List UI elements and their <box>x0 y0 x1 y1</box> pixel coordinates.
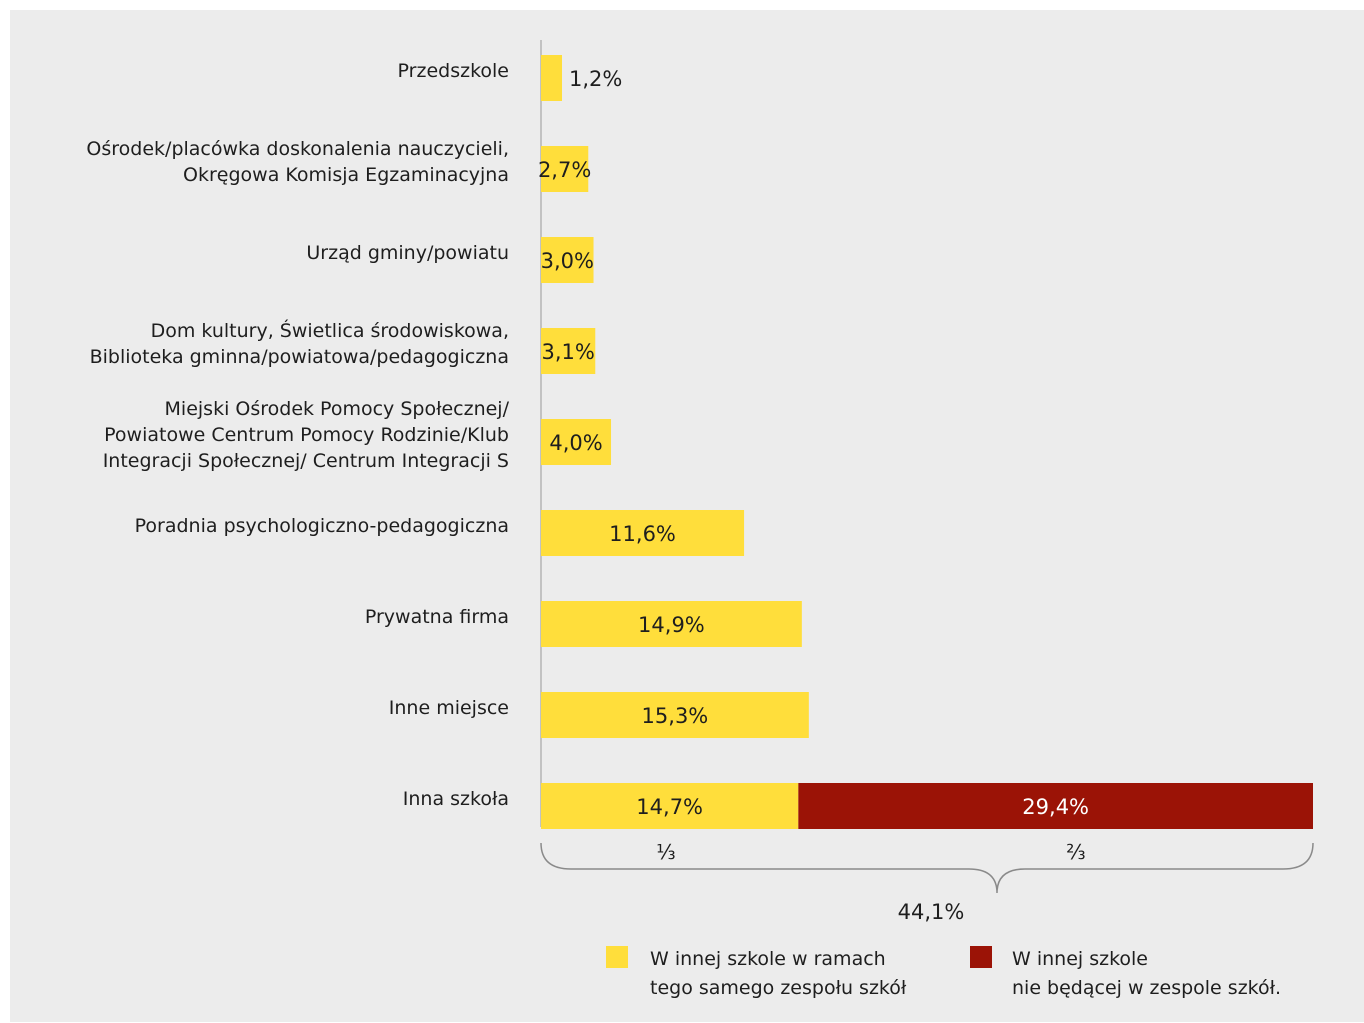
legend-label: tego samego zespołu szkół <box>650 977 907 999</box>
category-label: Inna szkoła <box>403 788 509 810</box>
bar-segment <box>541 419 612 465</box>
bar-segment <box>798 783 1313 829</box>
category-label: Okręgowa Komisja Egzaminacyjna <box>183 164 509 186</box>
stacked-bar-chart: Przedszkole 1,2% Ośrodek/placówka doskonal… <box>86 40 1314 999</box>
chart-panel: Przedszkole 1,2% Ośrodek/placówka doskonal… <box>10 10 1364 1022</box>
bar-segment <box>541 601 802 647</box>
fraction-right-label: ⅔ <box>1066 840 1085 864</box>
data-label: 4,0% <box>549 431 602 455</box>
fraction-left-label: ⅓ <box>656 840 675 864</box>
legend-label: W innej szkole <box>1012 948 1148 970</box>
bar-segment <box>541 510 745 556</box>
data-label: 1,2% <box>569 67 622 91</box>
category-label: Przedszkole <box>398 60 509 82</box>
data-label: 3,1% <box>541 340 594 364</box>
data-label: 14,7% <box>636 795 703 819</box>
data-label: 29,4% <box>1022 795 1089 819</box>
category-label: Miejski Ośrodek Pomocy Społecznej/ <box>165 398 510 420</box>
data-label: 15,3% <box>642 704 709 728</box>
bar-segment <box>541 237 594 283</box>
data-label: 3,0% <box>541 249 594 273</box>
legend-label: nie będącej w zespole szkół. <box>1012 977 1281 999</box>
legend-label: W innej szkole w ramach <box>650 948 886 970</box>
data-label: 2,7% <box>538 158 591 182</box>
category-label: Biblioteka gminna/powiatowa/pedagogiczna <box>90 346 509 368</box>
category-label: Inne miejsce <box>389 697 509 719</box>
bar-segment <box>541 146 589 192</box>
bar-segment <box>541 783 799 829</box>
total-label: 44,1% <box>898 900 965 924</box>
category-label: Prywatna firma <box>365 606 509 628</box>
category-label: Poradnia psychologiczno-pedagogiczna <box>135 515 509 537</box>
category-label: Urząd gminy/powiatu <box>306 242 509 264</box>
category-label: Ośrodek/placówka doskonalenia nauczyciel… <box>86 138 509 160</box>
category-label: Integracji Społecznej/ Centrum Integracj… <box>103 450 509 472</box>
curly-brace <box>540 842 1314 894</box>
legend-swatch <box>970 946 992 968</box>
category-label: Powiatowe Centrum Pomocy Rodzinie/Klub <box>104 424 509 446</box>
data-label: 14,9% <box>638 613 705 637</box>
bar-segment <box>541 55 563 101</box>
bar-segment <box>541 328 596 374</box>
legend-swatch <box>606 946 628 968</box>
bar-segment <box>541 692 809 738</box>
data-label: 11,6% <box>609 522 676 546</box>
category-label: Dom kultury, Świetlica środowiskowa, <box>151 318 509 342</box>
